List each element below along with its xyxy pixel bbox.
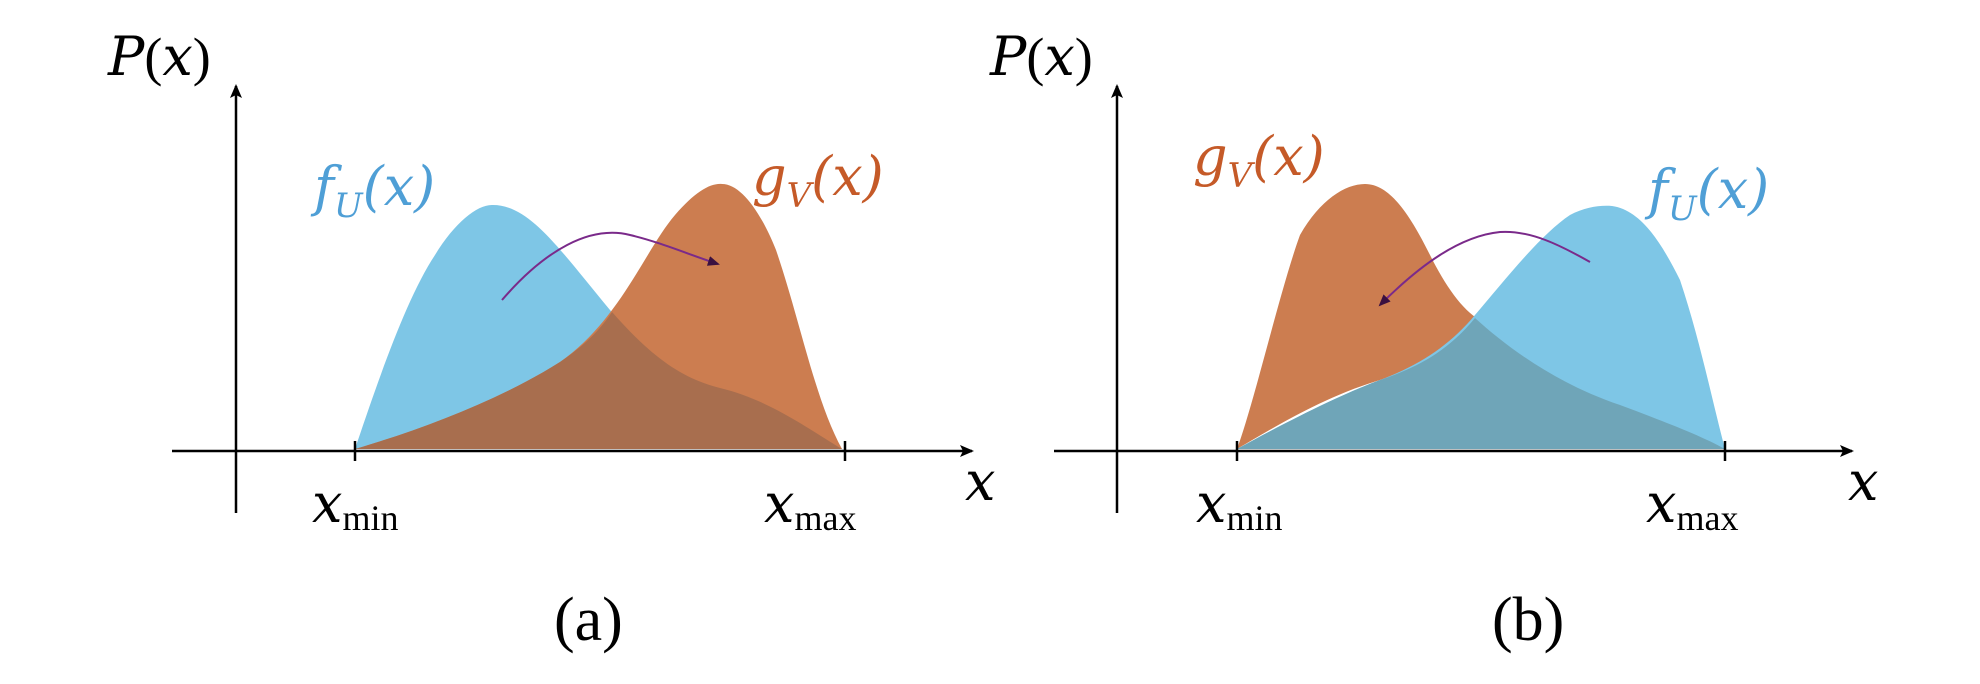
g-v-curve xyxy=(1237,184,1480,449)
y-axis-label: P(x) xyxy=(989,25,1093,88)
f-u-label: fU(x) xyxy=(1644,158,1769,229)
x-axis-label: x xyxy=(1848,450,1878,513)
caption-b: (b) xyxy=(1492,586,1564,654)
caption-a: (a) xyxy=(554,586,623,654)
x-min-label: xmin xyxy=(1196,472,1282,538)
x-axis-label: x xyxy=(965,450,995,513)
y-axis-label: P(x) xyxy=(107,25,211,88)
panel-b: P(x) x xmin xmax gV(x) fU(x) (b) xyxy=(989,25,1878,654)
overlap-region xyxy=(1237,318,1725,449)
g-v-label: gV(x) xyxy=(1193,125,1325,196)
panel-a: P(x) x xmin xmax fU(x) gV(x) (a) xyxy=(107,25,995,654)
overlap-region xyxy=(355,312,842,449)
f-u-label: fU(x) xyxy=(310,155,435,226)
transform-arrow xyxy=(501,231,720,301)
transform-arrow xyxy=(1378,230,1591,307)
x-max-label: xmax xyxy=(764,472,856,538)
g-v-label: gV(x) xyxy=(752,145,884,216)
x-max-label: xmax xyxy=(1646,472,1738,538)
x-min-label: xmin xyxy=(312,472,398,538)
g-v-curve xyxy=(355,183,842,450)
